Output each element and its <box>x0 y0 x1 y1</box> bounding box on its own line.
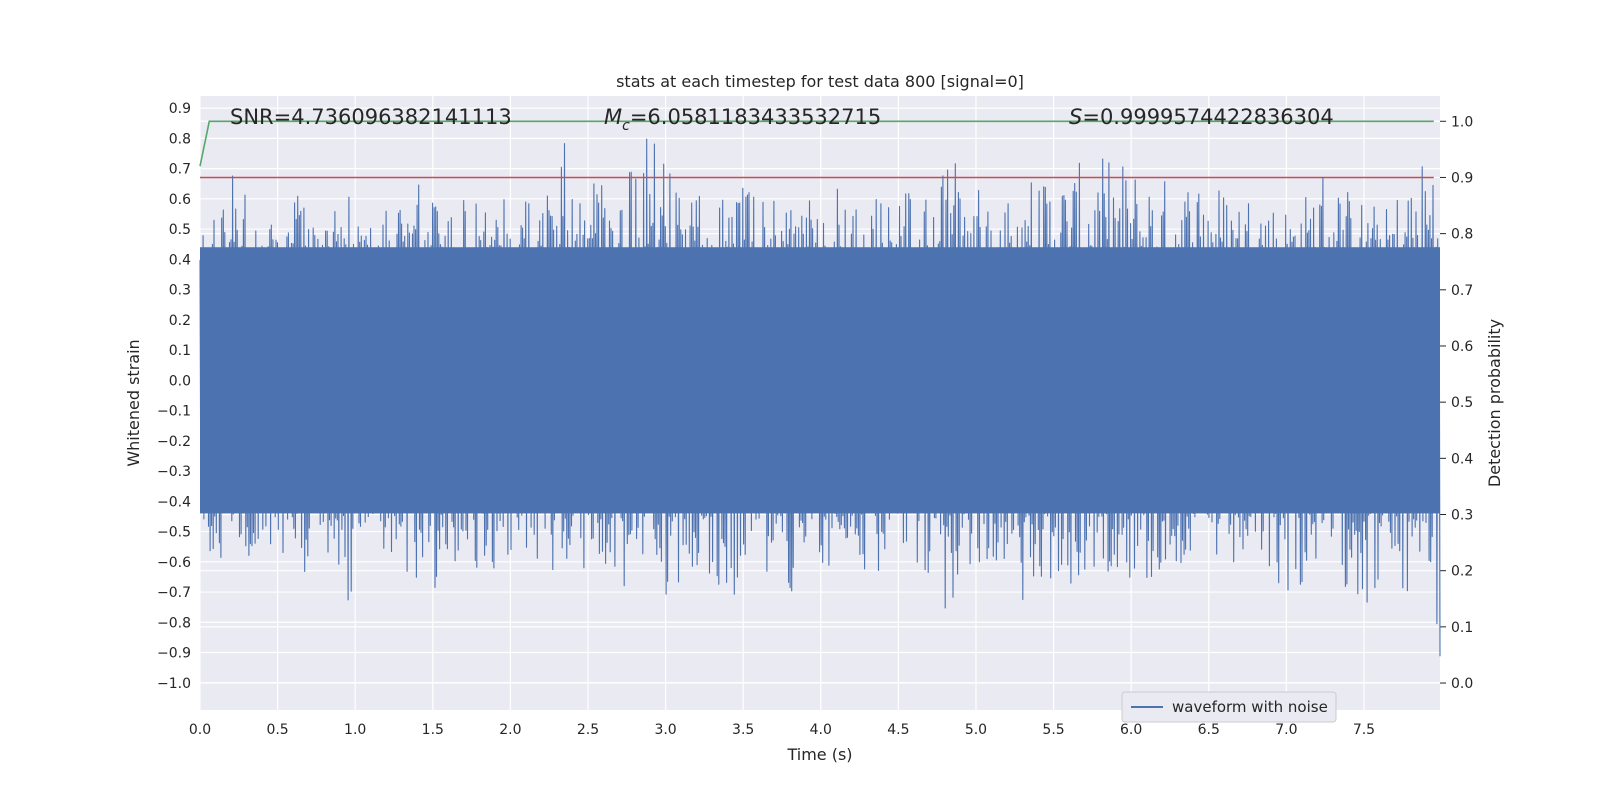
y2-tick-label: 0.0 <box>1451 676 1473 692</box>
y-tick-label: −0.9 <box>157 646 191 662</box>
y-tick-label: 0.0 <box>169 373 191 389</box>
y-tick-label: −0.3 <box>157 464 191 480</box>
x-tick-label: 7.5 <box>1353 722 1375 738</box>
y-tick-label: 0.1 <box>169 343 191 359</box>
y2-tick-label: 0.3 <box>1451 508 1473 524</box>
y-tick-label: −0.1 <box>157 404 191 420</box>
x-tick-label: 7.0 <box>1275 722 1297 738</box>
chart-title: stats at each timestep for test data 800… <box>616 72 1024 91</box>
legend-label: waveform with noise <box>1172 698 1328 716</box>
y-tick-label: −0.6 <box>157 555 191 571</box>
y-tick-label: 0.6 <box>169 192 191 208</box>
x-tick-label: 3.0 <box>654 722 676 738</box>
y-tick-label: 0.9 <box>169 101 191 117</box>
probability-line <box>199 120 1434 167</box>
y2-tick-label: 0.6 <box>1451 339 1473 355</box>
y2-tick-label: 0.1 <box>1451 620 1473 636</box>
y2-tick-label: 0.7 <box>1451 283 1473 299</box>
y-tick-label: −0.2 <box>157 434 191 450</box>
y2-tick-label: 0.4 <box>1451 451 1473 467</box>
y-tick-label: −0.4 <box>157 494 191 510</box>
y2-axis-label: Detection probability <box>1485 319 1504 487</box>
x-tick-label: 0.0 <box>189 722 211 738</box>
x-tick-label: 2.5 <box>577 722 599 738</box>
s-value: =0.9999574422836304 <box>1082 105 1333 129</box>
y-tick-label: 0.2 <box>169 313 191 329</box>
x-tick-label: 6.5 <box>1198 722 1220 738</box>
s-symbol: S <box>1069 105 1082 129</box>
y-axis-label: Whitened strain <box>124 339 143 466</box>
chirp-mass-annotation: Mc=6.0581183433532715 <box>604 105 881 134</box>
snr-annotation: SNR=4.736096382141113 <box>230 105 512 129</box>
legend: waveform with noise <box>1121 691 1337 723</box>
chirp-mass-symbol: M <box>604 105 622 129</box>
y2-tick-label: 0.2 <box>1451 564 1473 580</box>
x-tick-label: 0.5 <box>266 722 288 738</box>
x-tick-label: 2.0 <box>499 722 521 738</box>
chirp-mass-subscript: c <box>622 118 630 134</box>
x-tick-label: 4.0 <box>810 722 832 738</box>
y2-tick-label: 0.5 <box>1451 395 1473 411</box>
y2-tick-label: 0.9 <box>1451 170 1473 186</box>
y2-tick-label: 1.0 <box>1451 114 1473 130</box>
x-tick-label: 6.0 <box>1120 722 1142 738</box>
x-tick-label: 1.0 <box>344 722 366 738</box>
waveform-band <box>200 247 1440 514</box>
series-layer <box>199 120 1441 657</box>
legend-box <box>1121 691 1337 723</box>
y-tick-label: 0.4 <box>169 252 191 268</box>
y-tick-label: 0.5 <box>169 222 191 238</box>
y-tick-labels: 0.9 0.8 0.7 0.6 0.5 0.4 0.3 0.2 0.1 0.0 −0.1 −0.2 −0… <box>157 101 191 692</box>
y-tick-label: −0.8 <box>157 615 191 631</box>
x-tick-label: 5.5 <box>1042 722 1064 738</box>
y2-tick-labels: 1.0 0.9 0.8 0.7 0.6 0.5 0.4 0.3 0.2 0.1 0.0 <box>1440 114 1473 692</box>
y-tick-label: 0.3 <box>169 283 191 299</box>
y-tick-label: −1.0 <box>157 676 191 692</box>
y-tick-label: 0.7 <box>169 162 191 178</box>
chirp-mass-value: =6.0581183433532715 <box>630 105 881 129</box>
s-annotation: S=0.9999574422836304 <box>1069 105 1334 129</box>
y-tick-label: 0.8 <box>169 131 191 147</box>
y2-tick-label: 0.8 <box>1451 227 1473 243</box>
x-tick-labels: 0.0 0.5 1.0 1.5 2.0 2.5 3.0 3.5 4.0 4.5 5.0 5.5 6.0 6… <box>189 722 1375 738</box>
y-tick-label: −0.7 <box>157 585 191 601</box>
x-tick-label: 1.5 <box>422 722 444 738</box>
x-axis-label: Time (s) <box>786 745 852 764</box>
x-tick-label: 4.5 <box>887 722 909 738</box>
y-tick-label: −0.5 <box>157 525 191 541</box>
x-tick-label: 3.5 <box>732 722 754 738</box>
x-tick-label: 5.0 <box>965 722 987 738</box>
